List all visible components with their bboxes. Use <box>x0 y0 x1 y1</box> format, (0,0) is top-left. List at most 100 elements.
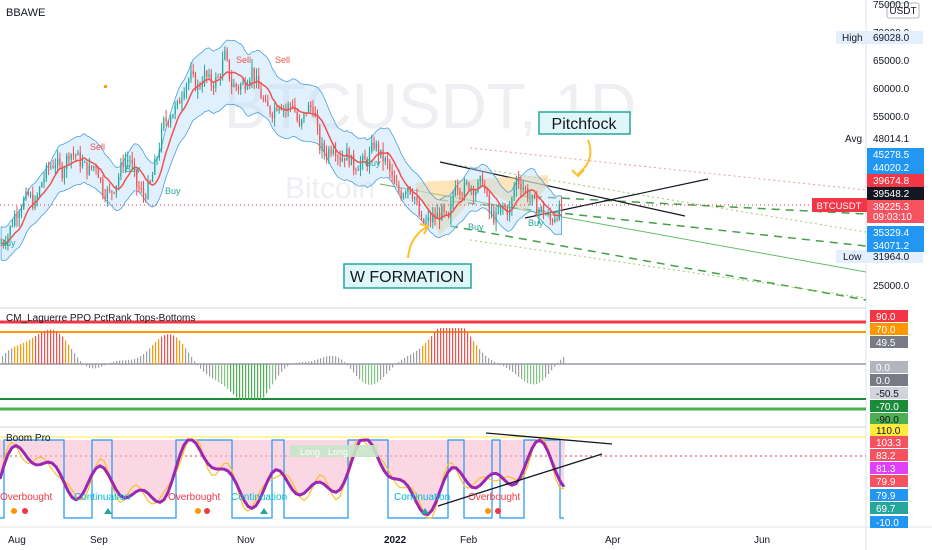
ppo-bar <box>251 364 253 400</box>
candle <box>301 119 303 126</box>
ppo-bar <box>356 364 358 377</box>
boom-pane[interactable]: Long Long Overbought Overbought Overboug… <box>0 432 866 519</box>
ppo-bar <box>167 334 169 364</box>
w-formation-annotation[interactable]: W FORMATION <box>343 223 472 289</box>
indicator-badge: -50.5 <box>876 389 899 400</box>
candle <box>298 120 301 126</box>
ppo-bar <box>494 361 496 364</box>
ppo-bar <box>344 362 346 364</box>
ppo-bar <box>545 364 547 378</box>
candle <box>131 159 133 164</box>
indicator-badge: 70.0 <box>876 325 896 336</box>
price-axis[interactable]: USDT 75000.0 70000.0 65000.0 60000.0 550… <box>812 0 924 292</box>
ppo-pane[interactable]: CM_Laguerre PPO PctRank Tops-Bottoms <box>0 313 866 411</box>
ppo-bar <box>461 328 463 364</box>
ppo-bar <box>122 360 124 364</box>
candle <box>357 169 359 171</box>
ppo-bar <box>548 364 550 375</box>
ppo-bar <box>395 364 397 365</box>
candle <box>560 204 563 211</box>
candle <box>52 166 54 168</box>
long-label: Long <box>300 447 320 457</box>
ppo-bar <box>224 364 226 387</box>
candle <box>59 158 61 165</box>
candle <box>423 218 425 224</box>
ppo-bar <box>32 337 34 364</box>
w-formation-box <box>343 263 472 289</box>
candle <box>54 165 56 168</box>
candle <box>427 217 429 221</box>
signal-sell-3: Sell <box>275 55 290 65</box>
stat-high-name: High <box>842 33 863 44</box>
candle <box>72 154 75 156</box>
time-tick-aug: Aug <box>8 535 26 546</box>
candle <box>551 220 554 222</box>
ppo-bar <box>299 362 301 364</box>
price-tick-60000: 60000.0 <box>873 84 910 95</box>
candle <box>81 162 84 167</box>
pitchfork-lines[interactable] <box>379 147 867 301</box>
candle <box>136 169 138 187</box>
time-axis[interactable]: Aug Sep Nov 2022 Feb Apr Jun <box>8 535 770 546</box>
ppo-bar <box>374 364 376 384</box>
candle <box>174 105 176 115</box>
ppo-bar <box>341 359 343 364</box>
candle <box>23 198 25 209</box>
trendline-top <box>439 161 686 217</box>
ppo-bar <box>335 356 337 364</box>
indicator-badge: 79.9 <box>876 491 896 502</box>
main-price-pane[interactable]: Sell Buy Buy Sell Sell Buy Buy Buy Buy P… <box>0 39 867 301</box>
ppo-bar <box>68 344 70 364</box>
candle <box>90 165 93 169</box>
ppo-bar <box>125 360 127 364</box>
candle <box>276 107 278 111</box>
ppo-bar <box>35 335 37 364</box>
channel-line-lower <box>469 239 867 299</box>
currency-button[interactable] <box>886 2 920 19</box>
candle <box>515 177 518 190</box>
candle <box>181 97 183 104</box>
ppo-bar <box>425 343 427 364</box>
candle <box>242 81 244 85</box>
candle <box>457 186 459 190</box>
candle <box>443 205 445 212</box>
candle <box>466 182 468 184</box>
candle <box>402 194 405 199</box>
ppo-bar <box>479 349 481 364</box>
candle <box>330 149 332 154</box>
ppo-bar <box>365 364 367 384</box>
long-labels-box <box>290 445 378 457</box>
candle <box>194 73 197 91</box>
candle <box>536 198 538 216</box>
candle <box>371 142 373 152</box>
ppo-bar <box>17 345 19 364</box>
candle <box>391 171 393 176</box>
candle <box>106 189 108 199</box>
candle <box>328 149 330 159</box>
dot-marker-3 <box>195 508 201 514</box>
candle <box>97 167 99 178</box>
candle <box>251 67 253 81</box>
candle <box>405 192 407 195</box>
boom-panel-title[interactable]: Boom Pro <box>6 433 51 444</box>
ppo-bar <box>44 330 46 364</box>
ppo-bar <box>74 353 76 364</box>
price-badges: 45278.5 44020.2 39674.8 39548.2 39225.3 35329… <box>867 148 924 252</box>
candle <box>373 142 375 149</box>
indicator-badge: 83.2 <box>876 451 896 462</box>
ppo-bar <box>503 364 505 367</box>
price-badge: 39674.8 <box>873 176 910 187</box>
candle <box>246 85 249 90</box>
candle <box>414 197 416 199</box>
w-formation-arrowhead <box>419 223 430 235</box>
ppo-panel-title[interactable]: CM_Laguerre PPO PctRank Tops-Bottoms <box>6 313 195 324</box>
candle <box>418 201 420 216</box>
candle <box>296 111 298 121</box>
candle <box>364 156 366 160</box>
ppo-bar <box>143 354 145 364</box>
indicator-badge: 90.0 <box>876 312 896 323</box>
pitchfock-annotation[interactable]: Pitchfock <box>538 111 631 178</box>
candle <box>86 161 88 175</box>
indicator-title[interactable]: BBAWE <box>6 7 45 19</box>
